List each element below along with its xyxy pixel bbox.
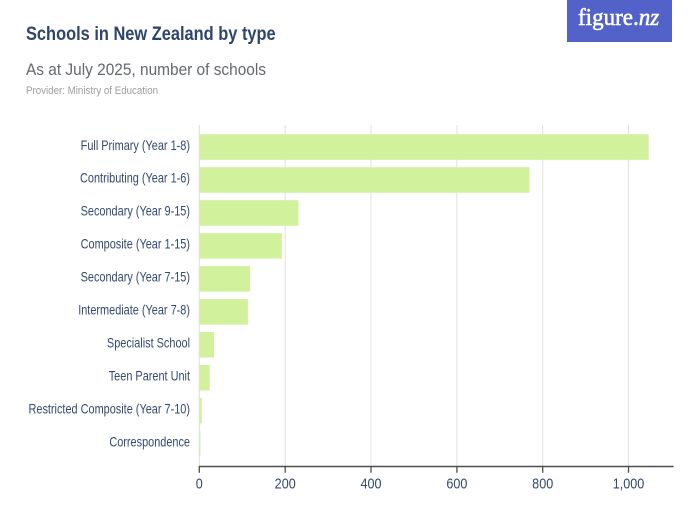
svg-text:Contributing (Year 1-6): Contributing (Year 1-6) [80, 171, 190, 186]
svg-text:Intermediate (Year 7-8): Intermediate (Year 7-8) [78, 302, 190, 317]
svg-text:Specialist School: Specialist School [107, 335, 190, 350]
svg-text:Secondary (Year 7-15): Secondary (Year 7-15) [81, 269, 190, 284]
svg-text:600: 600 [446, 476, 467, 492]
svg-text:400: 400 [360, 476, 381, 492]
svg-text:Composite (Year 1-15): Composite (Year 1-15) [81, 237, 190, 252]
svg-text:Teen Parent Unit: Teen Parent Unit [109, 368, 191, 383]
svg-text:Full Primary (Year 1-8): Full Primary (Year 1-8) [81, 138, 190, 153]
svg-text:200: 200 [275, 476, 296, 492]
svg-text:Correspondence: Correspondence [109, 434, 190, 449]
svg-text:Secondary (Year 9-15): Secondary (Year 9-15) [81, 204, 190, 219]
svg-text:800: 800 [532, 476, 553, 492]
svg-text:Restricted Composite (Year 7-1: Restricted Composite (Year 7-10) [28, 401, 190, 416]
svg-text:1,000: 1,000 [613, 476, 645, 492]
svg-text:0: 0 [196, 476, 203, 492]
